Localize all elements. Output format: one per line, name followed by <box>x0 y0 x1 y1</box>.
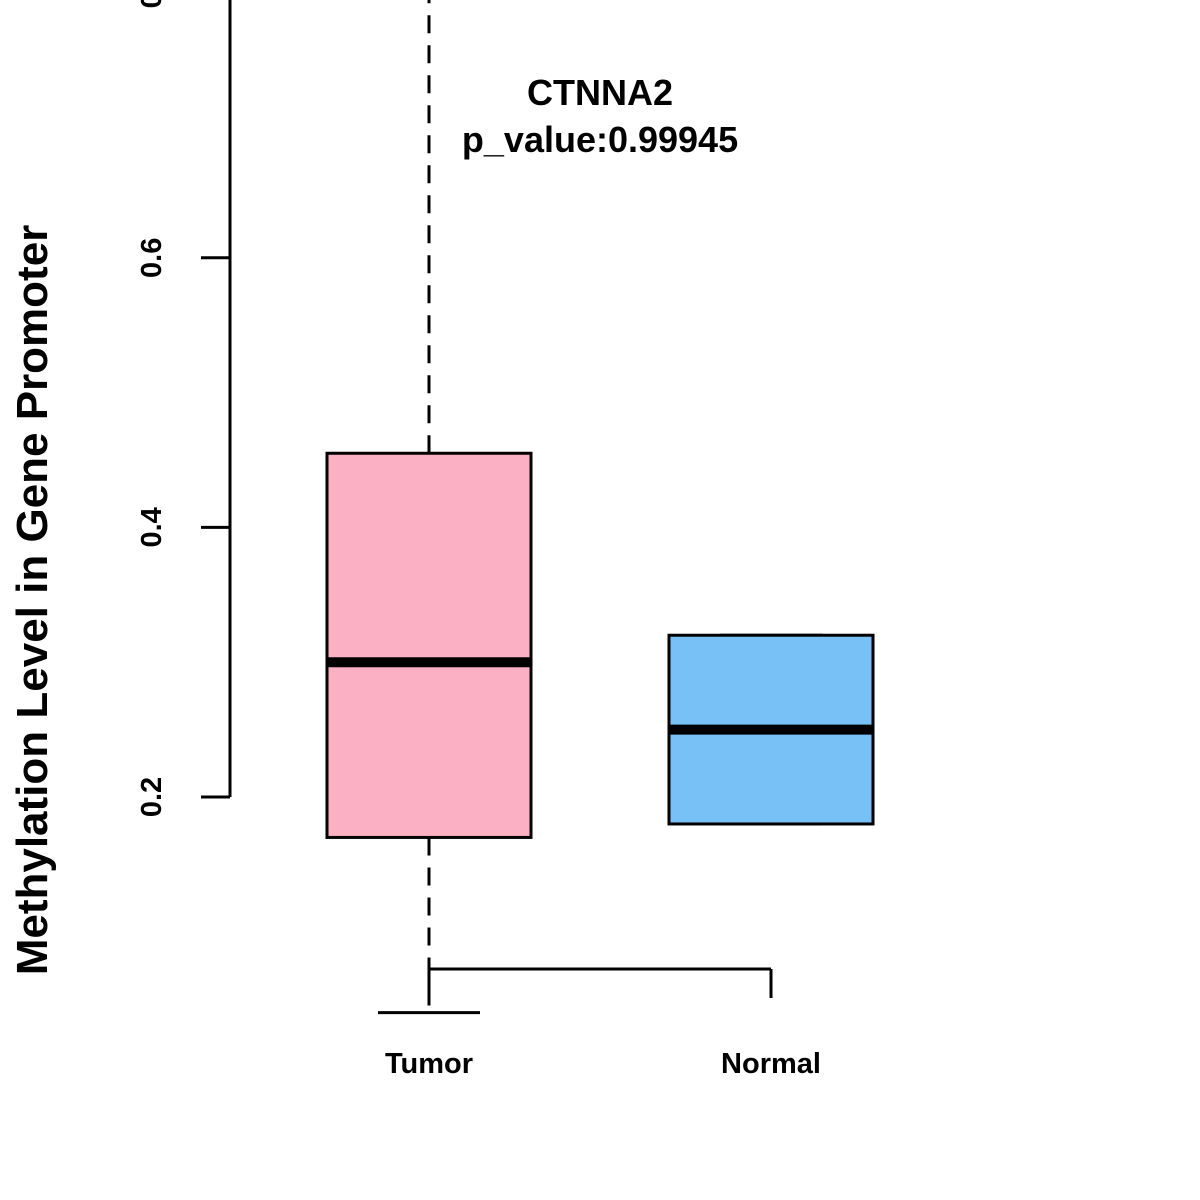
iqr-box <box>325 451 533 839</box>
y-tick-label: 0.4 <box>136 507 168 547</box>
y-tick-label: 0.6 <box>136 238 168 278</box>
boxes <box>325 0 875 1015</box>
x-tick-label: Tumor <box>385 1048 473 1080</box>
y-tick-label: 0.8 <box>136 0 168 8</box>
y-axis-label: Methylation Level in Gene Promoter <box>8 225 57 976</box>
chart-subtitle: p_value:0.99945 <box>462 119 738 160</box>
box-tumor <box>325 0 533 1015</box>
chart-title: CTNNA2 <box>527 72 673 113</box>
box-normal <box>667 633 875 826</box>
x-axis: Tumor Normal <box>385 967 821 1080</box>
x-tick-label: Normal <box>721 1048 821 1080</box>
y-tick-label: 0.2 <box>136 777 168 817</box>
y-axis: 0.2 0.4 0.6 0.8 <box>136 0 232 817</box>
